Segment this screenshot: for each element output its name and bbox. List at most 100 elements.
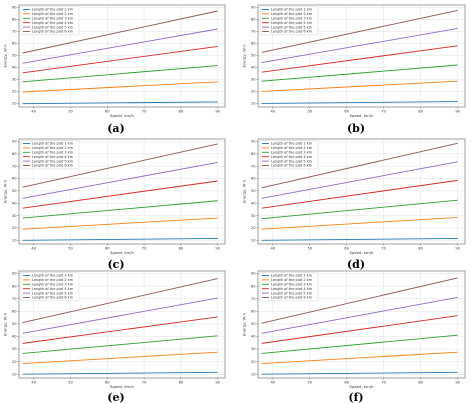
panel-label: (c) (107, 258, 125, 271)
y-tick-label: 50 (251, 189, 256, 193)
series-line-3 (22, 65, 218, 83)
x-tick-label: 90 (455, 110, 460, 114)
y-tick-label: 40 (12, 201, 17, 205)
y-tick-label: 50 (12, 189, 17, 193)
legend-label: Length of the plot 1 km (32, 142, 74, 146)
y-tick-label: 20 (12, 90, 17, 94)
y-tick-label: 90 (251, 140, 256, 144)
x-tick-label: 80 (418, 247, 423, 251)
y-tick-label: 60 (12, 309, 17, 313)
y-tick-label: 10 (12, 102, 17, 106)
x-tick-label: 90 (215, 381, 220, 385)
y-tick-label: 90 (251, 272, 256, 276)
series-line-4 (22, 180, 218, 209)
y-tick-label: 30 (12, 214, 17, 218)
x-tick-label: 40 (270, 381, 275, 385)
series-line-5 (22, 28, 218, 64)
series-line-4 (22, 316, 218, 344)
x-tick-label: 50 (307, 247, 312, 251)
legend-box (20, 6, 80, 36)
x-tick-label: 60 (344, 381, 349, 385)
x-tick-label: 60 (344, 247, 349, 251)
series-line-6 (22, 10, 218, 54)
legend-label: Length of the plot 5 km (271, 291, 313, 295)
legend-label: Length of the plot 2 km (32, 278, 74, 282)
legend-label: Length of the plot 6 km (271, 296, 313, 300)
series-line-5 (261, 27, 458, 64)
legend-label: Length of the plot 5 km (32, 25, 74, 29)
x-tick-label: 70 (142, 110, 147, 114)
legend-label: Length of the plot 1 km (32, 8, 74, 12)
y-axis-label: Energy, W·h (3, 312, 8, 336)
series-line-5 (261, 296, 458, 334)
y-tick-label: 40 (12, 66, 17, 70)
chart-svg: 40 50 60 70 80 90 10 20 30 40 50 60 70 80 90 Speed, km/… (242, 4, 466, 118)
series-line-1 (22, 237, 218, 241)
y-tick-label: 40 (12, 335, 17, 339)
y-axis-label: Energy, W·h (242, 44, 247, 68)
series-line-3 (261, 334, 458, 354)
series-line-4 (261, 315, 458, 344)
chart-svg: 40 50 60 70 80 90 10 20 30 40 50 60 70 80 90 Speed, km/… (3, 270, 226, 389)
y-tick-label: 80 (12, 152, 17, 156)
panel-label: (a) (107, 122, 125, 135)
series-line-1 (22, 371, 218, 375)
y-tick-label: 70 (12, 30, 17, 34)
y-tick-label: 20 (251, 90, 256, 94)
legend-label: Length of the plot 3 km (271, 17, 313, 21)
y-tick-label: 70 (12, 297, 17, 301)
x-tick-label: 80 (418, 381, 423, 385)
axes-frame (257, 270, 466, 379)
legend-label: Length of the plot 2 km (271, 278, 313, 282)
y-tick-label: 50 (251, 54, 256, 58)
series-line-3 (261, 64, 458, 82)
legend-label: Length of the plot 2 km (32, 12, 74, 16)
series-line-2 (261, 351, 458, 364)
legend-label: Length of the plot 3 km (32, 17, 74, 21)
series-line-3 (22, 200, 218, 219)
x-tick-label: 90 (215, 247, 220, 251)
legend-label: Length of the plot 3 km (32, 151, 74, 155)
x-axis-label: Speed, km/h (350, 384, 374, 389)
y-tick-label: 20 (251, 226, 256, 230)
y-tick-label: 40 (251, 66, 256, 70)
x-tick-label: 40 (31, 381, 36, 385)
x-tick-label: 70 (381, 110, 386, 114)
x-tick-label: 60 (105, 381, 110, 385)
legend-label: Length of the plot 4 km (271, 21, 313, 25)
x-tick-label: 60 (105, 110, 110, 114)
legend-label: Length of the plot 4 km (32, 287, 74, 291)
x-tick-label: 40 (31, 247, 36, 251)
series-line-2 (22, 81, 218, 93)
legend-label: Length of the plot 1 km (271, 8, 313, 12)
legend-label: Length of the plot 3 km (271, 283, 313, 287)
y-tick-label: 70 (251, 164, 256, 168)
y-tick-label: 90 (12, 6, 17, 10)
x-tick-label: 60 (105, 247, 110, 251)
series-line-4 (261, 179, 458, 209)
y-tick-label: 40 (251, 335, 256, 339)
chart-svg: 40 50 60 70 80 90 10 20 30 40 50 60 70 80 90 Speed, km/… (242, 270, 466, 389)
x-tick-label: 50 (68, 247, 73, 251)
legend-label: Length of the plot 2 km (32, 146, 74, 150)
series-line-3 (261, 199, 458, 220)
series-line-2 (22, 351, 218, 364)
x-axis-label: Speed, km/h (350, 250, 374, 255)
y-tick-label: 60 (12, 42, 17, 46)
x-tick-label: 70 (142, 247, 147, 251)
legend-label: Length of the plot 3 km (32, 283, 74, 287)
series-line-1 (22, 101, 218, 105)
legend-box (20, 272, 80, 302)
chart-svg: 40 50 60 70 80 90 10 20 30 40 50 60 70 80 90 Speed, km/… (3, 138, 226, 255)
legend-label: Length of the plot 3 km (271, 151, 313, 155)
y-tick-label: 80 (12, 284, 17, 288)
y-axis-label: Energy, W·h (242, 312, 247, 336)
x-tick-label: 50 (307, 381, 312, 385)
chart-panel-2: 40 50 60 70 80 90 10 20 30 40 50 60 70 80 90 Speed, km/… (241, 2, 471, 119)
axes-frame (18, 270, 226, 379)
series-line-5 (22, 297, 218, 334)
series-line-6 (22, 143, 218, 188)
legend-label: Length of the plot 5 km (32, 291, 74, 295)
x-tick-label: 70 (381, 247, 386, 251)
x-tick-label: 90 (455, 381, 460, 385)
